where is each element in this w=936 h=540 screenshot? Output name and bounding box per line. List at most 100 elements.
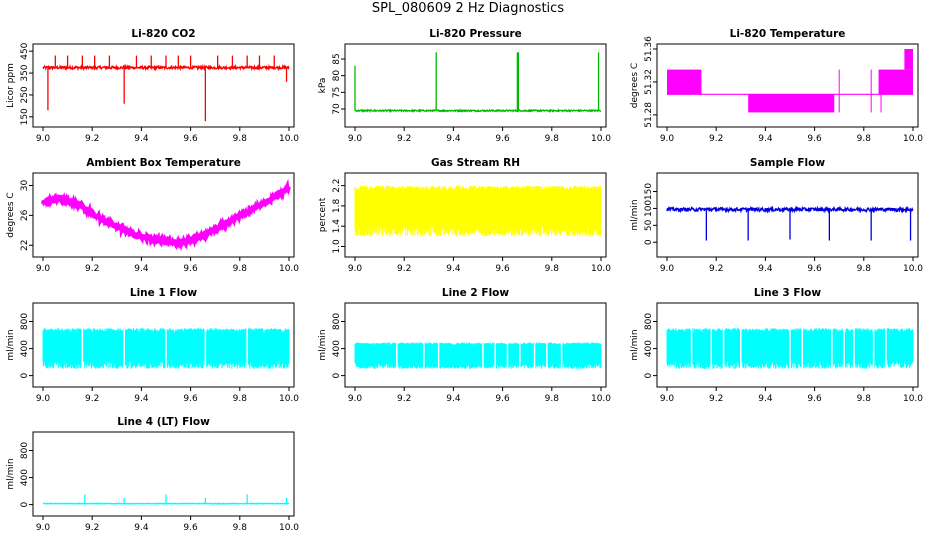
x-tick-label: 9.4 bbox=[758, 264, 773, 274]
y-tick-label: 400 bbox=[20, 469, 30, 486]
x-tick-label: 9.0 bbox=[348, 394, 363, 404]
x-tick-label: 10.0 bbox=[903, 264, 923, 274]
x-tick-label: 10.0 bbox=[591, 134, 611, 144]
y-tick-label: 50 bbox=[644, 219, 654, 231]
x-tick-label: 9.8 bbox=[545, 394, 560, 404]
x-tick-label: 9.4 bbox=[758, 134, 773, 144]
y-tick-label: 0 bbox=[20, 501, 30, 507]
y-tick-label: 51.32 bbox=[644, 69, 654, 95]
plot-frame bbox=[344, 172, 607, 258]
x-tick-label: 9.4 bbox=[134, 264, 149, 274]
y-axis-label: degrees C bbox=[6, 192, 16, 237]
x-tick-label: 9.0 bbox=[36, 394, 51, 404]
x-tick-label: 9.8 bbox=[233, 394, 248, 404]
y-tick-label: 70 bbox=[332, 103, 342, 115]
chart-title: Line 1 Flow bbox=[130, 287, 197, 299]
y-tick-label: 150 bbox=[644, 183, 654, 200]
x-tick-label: 9.4 bbox=[758, 394, 773, 404]
series-line bbox=[354, 342, 602, 369]
x-tick-label: 9.4 bbox=[446, 264, 461, 274]
y-tick-label: 0 bbox=[644, 239, 654, 245]
y-axis-label: kPa bbox=[318, 78, 328, 94]
chart-title: Li-820 Pressure bbox=[429, 28, 522, 40]
x-tick-label: 9.6 bbox=[495, 134, 510, 144]
x-tick-label: 9.6 bbox=[495, 264, 510, 274]
x-tick-label: 9.2 bbox=[85, 264, 99, 274]
series-noise bbox=[354, 342, 602, 369]
series-line bbox=[41, 178, 291, 252]
x-tick-label: 9.0 bbox=[348, 134, 363, 144]
series-line bbox=[42, 55, 290, 122]
x-tick-label: 10.0 bbox=[279, 394, 299, 404]
y-tick-label: 80 bbox=[332, 70, 342, 82]
chart-panel-3: Ambient Box Temperature 9.0 9.2 9.4 9.6 9.8 10… bbox=[6, 157, 299, 274]
x-tick-label: 9.6 bbox=[183, 264, 198, 274]
x-tick-label: 9.4 bbox=[446, 134, 461, 144]
x-tick-label: 9.8 bbox=[233, 523, 248, 533]
y-tick-label: 400 bbox=[20, 340, 30, 357]
plot-frame bbox=[32, 302, 295, 388]
chart-panel-8: Line 3 Flow 9.0 9.2 9.4 9.6 9.8 10.0 0 400 800 ml/… bbox=[630, 287, 923, 404]
chart-title: Line 3 Flow bbox=[754, 287, 821, 299]
series-line bbox=[354, 185, 602, 237]
y-axis-label: Licor ppm bbox=[6, 63, 16, 108]
band-block bbox=[904, 49, 913, 70]
series-line bbox=[354, 52, 601, 114]
x-tick-label: 10.0 bbox=[279, 134, 299, 144]
x-tick-label: 9.2 bbox=[397, 394, 411, 404]
x-tick-label: 9.4 bbox=[134, 523, 149, 533]
chart-title: Li-820 CO2 bbox=[131, 28, 195, 40]
x-tick-label: 9.6 bbox=[807, 394, 822, 404]
chart-panel-6: Line 1 Flow 9.0 9.2 9.4 9.6 9.8 10.0 0 400 800 ml/… bbox=[6, 287, 299, 404]
x-tick-label: 10.0 bbox=[903, 394, 923, 404]
x-tick-label: 9.4 bbox=[446, 394, 461, 404]
band-block bbox=[748, 94, 835, 113]
x-tick-label: 10.0 bbox=[591, 394, 611, 404]
y-tick-label: 26 bbox=[20, 209, 30, 221]
series-line bbox=[41, 178, 291, 252]
x-tick-label: 9.2 bbox=[709, 394, 723, 404]
y-tick-label: 0 bbox=[644, 372, 654, 378]
series-line bbox=[666, 205, 914, 214]
y-axis-label: ml/min bbox=[6, 458, 16, 489]
x-tick-label: 9.8 bbox=[545, 134, 560, 144]
figure-title: SPL_080609 2 Hz Diagnostics bbox=[371, 1, 565, 16]
y-tick-label: 800 bbox=[332, 313, 342, 330]
chart-title: Line 2 Flow bbox=[442, 287, 509, 299]
x-tick-label: 9.6 bbox=[183, 394, 198, 404]
y-axis-label: ml/min bbox=[630, 199, 640, 230]
y-tick-label: 75 bbox=[332, 87, 342, 98]
y-tick-label: 800 bbox=[20, 313, 30, 330]
x-tick-label: 9.6 bbox=[183, 134, 198, 144]
x-tick-label: 9.8 bbox=[857, 264, 872, 274]
chart-panel-4: Gas Stream RH 9.0 9.2 9.4 9.6 9.8 10.0 1.0 1.4 1.… bbox=[318, 157, 611, 274]
x-tick-label: 9.0 bbox=[36, 523, 51, 533]
y-axis-label: ml/min bbox=[6, 329, 16, 360]
x-tick-label: 10.0 bbox=[591, 264, 611, 274]
x-tick-label: 9.6 bbox=[807, 134, 822, 144]
series-line bbox=[666, 205, 914, 241]
series-line bbox=[41, 185, 291, 250]
y-tick-label: 1.8 bbox=[332, 198, 342, 213]
chart-panel-0: Li-820 CO2 9.0 9.2 9.4 9.6 9.8 10.0 150 250 350 45… bbox=[6, 28, 299, 144]
y-tick-label: 85 bbox=[332, 53, 342, 64]
x-tick-label: 9.6 bbox=[183, 523, 198, 533]
plot-frame bbox=[32, 43, 295, 128]
y-axis-label: percent bbox=[318, 197, 328, 232]
series-noise bbox=[42, 328, 290, 369]
x-tick-label: 9.6 bbox=[807, 264, 822, 274]
plot-frame bbox=[344, 43, 607, 128]
series-line bbox=[667, 49, 913, 113]
y-tick-label: 350 bbox=[20, 64, 30, 81]
series-noise bbox=[354, 185, 602, 237]
plot-frame bbox=[656, 172, 919, 258]
y-tick-label: 800 bbox=[20, 442, 30, 459]
chart-panel-9: Line 4 (LT) Flow 9.0 9.2 9.4 9.6 9.8 10.0 0 400 8… bbox=[6, 416, 299, 533]
y-axis-label: degrees C bbox=[630, 63, 640, 108]
y-tick-label: 0 bbox=[332, 372, 342, 378]
plot-frame bbox=[344, 302, 607, 388]
plot-frame bbox=[656, 43, 919, 128]
chart-panel-1: Li-820 Pressure 9.0 9.2 9.4 9.6 9.8 10.0 70 75 80… bbox=[318, 28, 611, 144]
